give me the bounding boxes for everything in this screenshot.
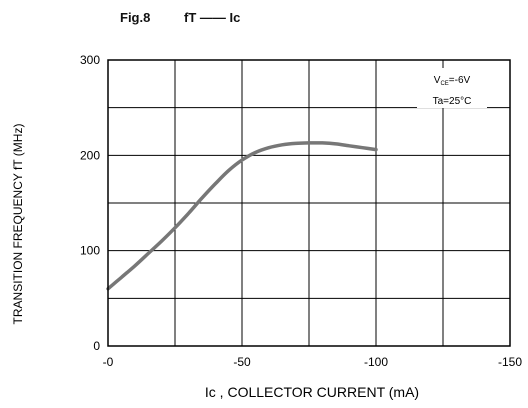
- curve-layer: [106, 141, 378, 291]
- x-tick-label: -50: [233, 355, 251, 369]
- figure-relation: fT —— Ic: [184, 10, 241, 25]
- annotation-vce: VCE=-6V: [434, 75, 471, 87]
- x-tick-label: -150: [498, 355, 522, 369]
- condition-box: VCE=-6V Ta=25°C: [417, 68, 487, 108]
- y-axis-label: TRANSITION FREQUENCY fT (MHz): [11, 124, 25, 325]
- figure-label: Fig.8: [120, 10, 151, 25]
- plot-frame: [107, 59, 511, 347]
- annotation-vce-sub: CE: [440, 81, 448, 87]
- x-tick-label: -100: [364, 355, 388, 369]
- annotation-ta: Ta=25°C: [433, 96, 472, 107]
- y-tick-label: 200: [80, 148, 100, 162]
- x-tick-label: -0: [103, 355, 114, 369]
- y-tick-label: 0: [93, 339, 100, 353]
- y-tick-labels: 0 100 200 300: [80, 53, 100, 353]
- y-tick-label: 100: [80, 244, 100, 258]
- condition-box-bg: [417, 68, 487, 108]
- x-tick-labels: -0 -50 -100 -150: [103, 355, 523, 369]
- x-axis-label: Ic , COLLECTOR CURRENT (mA): [205, 384, 419, 400]
- y-tick-label: 300: [80, 53, 100, 67]
- fT-curve: [106, 141, 378, 291]
- annotation-vce-main: V: [434, 75, 441, 86]
- annotation-vce-value: =-6V: [449, 75, 471, 86]
